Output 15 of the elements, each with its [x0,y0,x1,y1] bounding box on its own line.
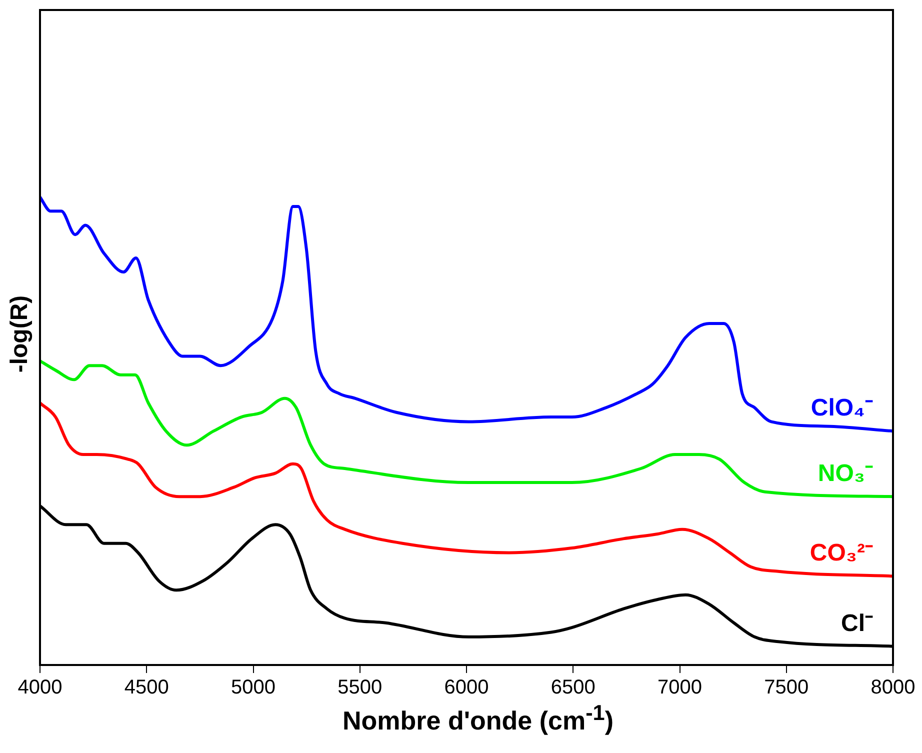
y-axis-title: -log(R) [6,294,34,375]
x-tick-label: 8000 [870,676,916,699]
x-tick-label: 7000 [658,676,702,699]
x-tick-label: 5000 [231,676,276,699]
x-axis-title: Nombre d'onde (cm$^{-1}$) [341,700,615,737]
x-tick-label: 6500 [550,676,596,699]
x-tick-label: 4000 [18,676,62,699]
series-label: CO₃²⁻ [810,540,873,567]
x-tick-label: 6000 [444,676,489,699]
series-label: Cl⁻ [841,610,873,637]
x-tick-label: 4500 [124,676,169,699]
x-tick-label: 5500 [338,676,382,699]
series-label: ClO₄⁻ [810,394,873,422]
series-label: NO₃⁻ [818,460,873,488]
x-tick-label: 7500 [764,676,809,699]
